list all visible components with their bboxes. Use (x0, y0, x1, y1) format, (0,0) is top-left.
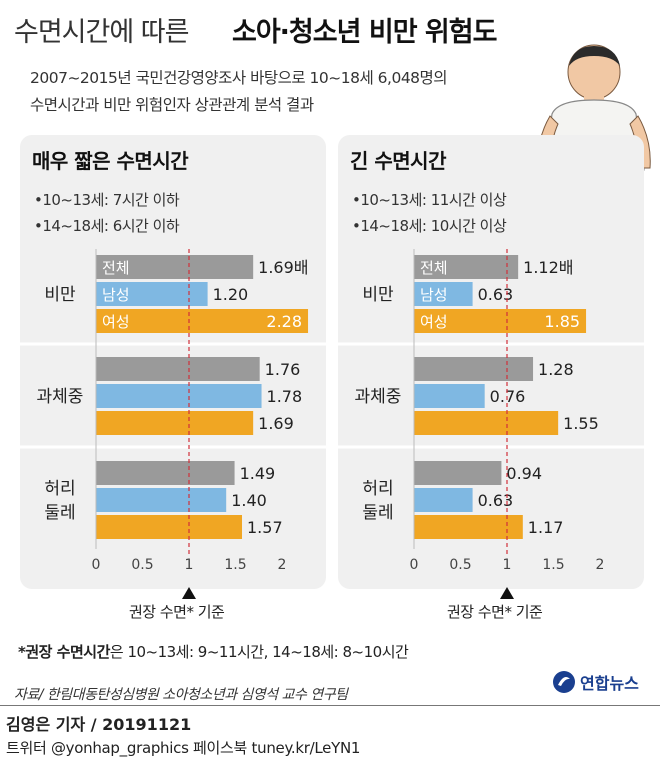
bar-male (96, 384, 262, 408)
x-tick-label: 0.5 (449, 557, 471, 573)
bar-female (414, 411, 559, 435)
panel-title: 매우 짧은 수면시간 (32, 149, 189, 173)
bar-total (96, 357, 260, 381)
bar-total (96, 461, 235, 485)
value-label: 1.69 (258, 414, 294, 433)
value-label: 1.78 (267, 387, 303, 406)
bar-female (96, 309, 309, 333)
x-tick-label: 1 (185, 557, 194, 573)
footnote: *권장 수면시간은 10~13세: 9~11시간, 14~18세: 8~10시간 (18, 641, 409, 662)
legend-label-male: 남성 (102, 286, 130, 304)
byline: 김영은 기자 / 20191121 (6, 715, 192, 734)
category-label: 둘레 (44, 503, 75, 523)
x-tick-label: 1.5 (224, 557, 246, 573)
bar-female (414, 309, 587, 333)
value-label: 0.63 (478, 285, 514, 304)
category-label: 둘레 (362, 503, 393, 523)
legend-label-total: 전체 (102, 259, 130, 277)
footnote-bold: *권장 수면시간 (18, 643, 110, 661)
bar-female (96, 515, 243, 539)
yonhap-logo-text: 연합뉴스 (580, 674, 639, 693)
panel-long-sleep: 긴 수면시간 •10~13세: 11시간 이상 •14~18세: 10시간 이상… (338, 135, 644, 589)
yonhap-logo-icon (553, 671, 575, 693)
criteria-line-2: •14~18세: 6시간 이하 (34, 217, 180, 235)
legend-label-male: 남성 (420, 286, 448, 304)
bar-male (414, 282, 473, 306)
divider (0, 705, 660, 706)
bar-total (96, 255, 254, 279)
value-label: 1.40 (231, 491, 267, 510)
value-label: 1.69배 (258, 258, 308, 277)
bar-male (414, 384, 485, 408)
panel-title: 긴 수면시간 (350, 149, 446, 173)
category-label: 허리 (362, 479, 393, 499)
x-tick-label: 2 (596, 557, 605, 573)
x-tick-label: 0.5 (131, 557, 153, 573)
bar-female (414, 515, 523, 539)
panel-short-sleep: 매우 짧은 수면시간 •10~13세: 7시간 이하 •14~18세: 6시간 … (20, 135, 326, 589)
bar-male (414, 488, 473, 512)
value-label: 1.85 (544, 312, 580, 331)
x-tick-label: 2 (278, 557, 287, 573)
criteria-line-2: •14~18세: 10시간 이상 (352, 217, 507, 235)
source: 자료/ 한림대동탄성심병원 소아청소년과 심영석 교수 연구팀 (14, 687, 348, 703)
value-label: 1.12배 (523, 258, 573, 277)
value-label: 1.57 (247, 518, 283, 537)
value-label: 0.94 (506, 464, 542, 483)
x-tick-label: 0 (92, 557, 101, 573)
value-label: 1.20 (213, 285, 249, 304)
title-light: 수면시간에 따른 (14, 17, 189, 48)
criteria-line-1: •10~13세: 11시간 이상 (352, 191, 507, 209)
social-links: 트위터 @yonhap_graphics 페이스북 tuney.kr/LeYN1 (6, 739, 361, 757)
x-tick-label: 0 (410, 557, 419, 573)
bar-female (96, 411, 254, 435)
value-label: 1.76 (265, 360, 301, 379)
value-label: 1.55 (563, 414, 599, 433)
value-label: 0.63 (478, 491, 514, 510)
category-label: 비만 (362, 285, 394, 305)
value-label: 1.17 (528, 518, 564, 537)
legend-label-female: 여성 (420, 313, 448, 331)
bar-total (414, 461, 502, 485)
value-label: 2.28 (266, 312, 302, 331)
bar-total (414, 255, 519, 279)
value-label: 1.28 (538, 360, 574, 379)
legend-label-female: 여성 (102, 313, 130, 331)
bar-total (414, 357, 534, 381)
reference-label: 권장 수면* 기준 (129, 603, 225, 621)
reference-marker-triangle (182, 587, 196, 599)
category-label: 허리 (44, 479, 75, 499)
reference-label: 권장 수면* 기준 (447, 603, 543, 621)
footnote-rest: 은 10~13세: 9~11시간, 14~18세: 8~10시간 (109, 643, 409, 661)
x-tick-label: 1 (503, 557, 512, 573)
category-label: 과체중 (37, 387, 84, 407)
yonhap-logo: 연합뉴스 (552, 668, 639, 696)
subtitle-line-2: 수면시간과 비만 위험인자 상관관계 분석 결과 (30, 96, 314, 114)
legend-label-total: 전체 (420, 259, 448, 277)
reference-marker-triangle (500, 587, 514, 599)
subtitle-line-1: 2007~2015년 국민건강영양조사 바탕으로 10~18세 6,048명의 (30, 69, 448, 87)
bar-male (96, 488, 227, 512)
title-bold: 소아·청소년 비만 위험도 (232, 17, 497, 48)
criteria-line-1: •10~13세: 7시간 이하 (34, 191, 180, 209)
category-label: 과체중 (355, 387, 402, 407)
x-tick-label: 1.5 (542, 557, 564, 573)
category-label: 비만 (44, 285, 76, 305)
value-label: 1.49 (240, 464, 276, 483)
